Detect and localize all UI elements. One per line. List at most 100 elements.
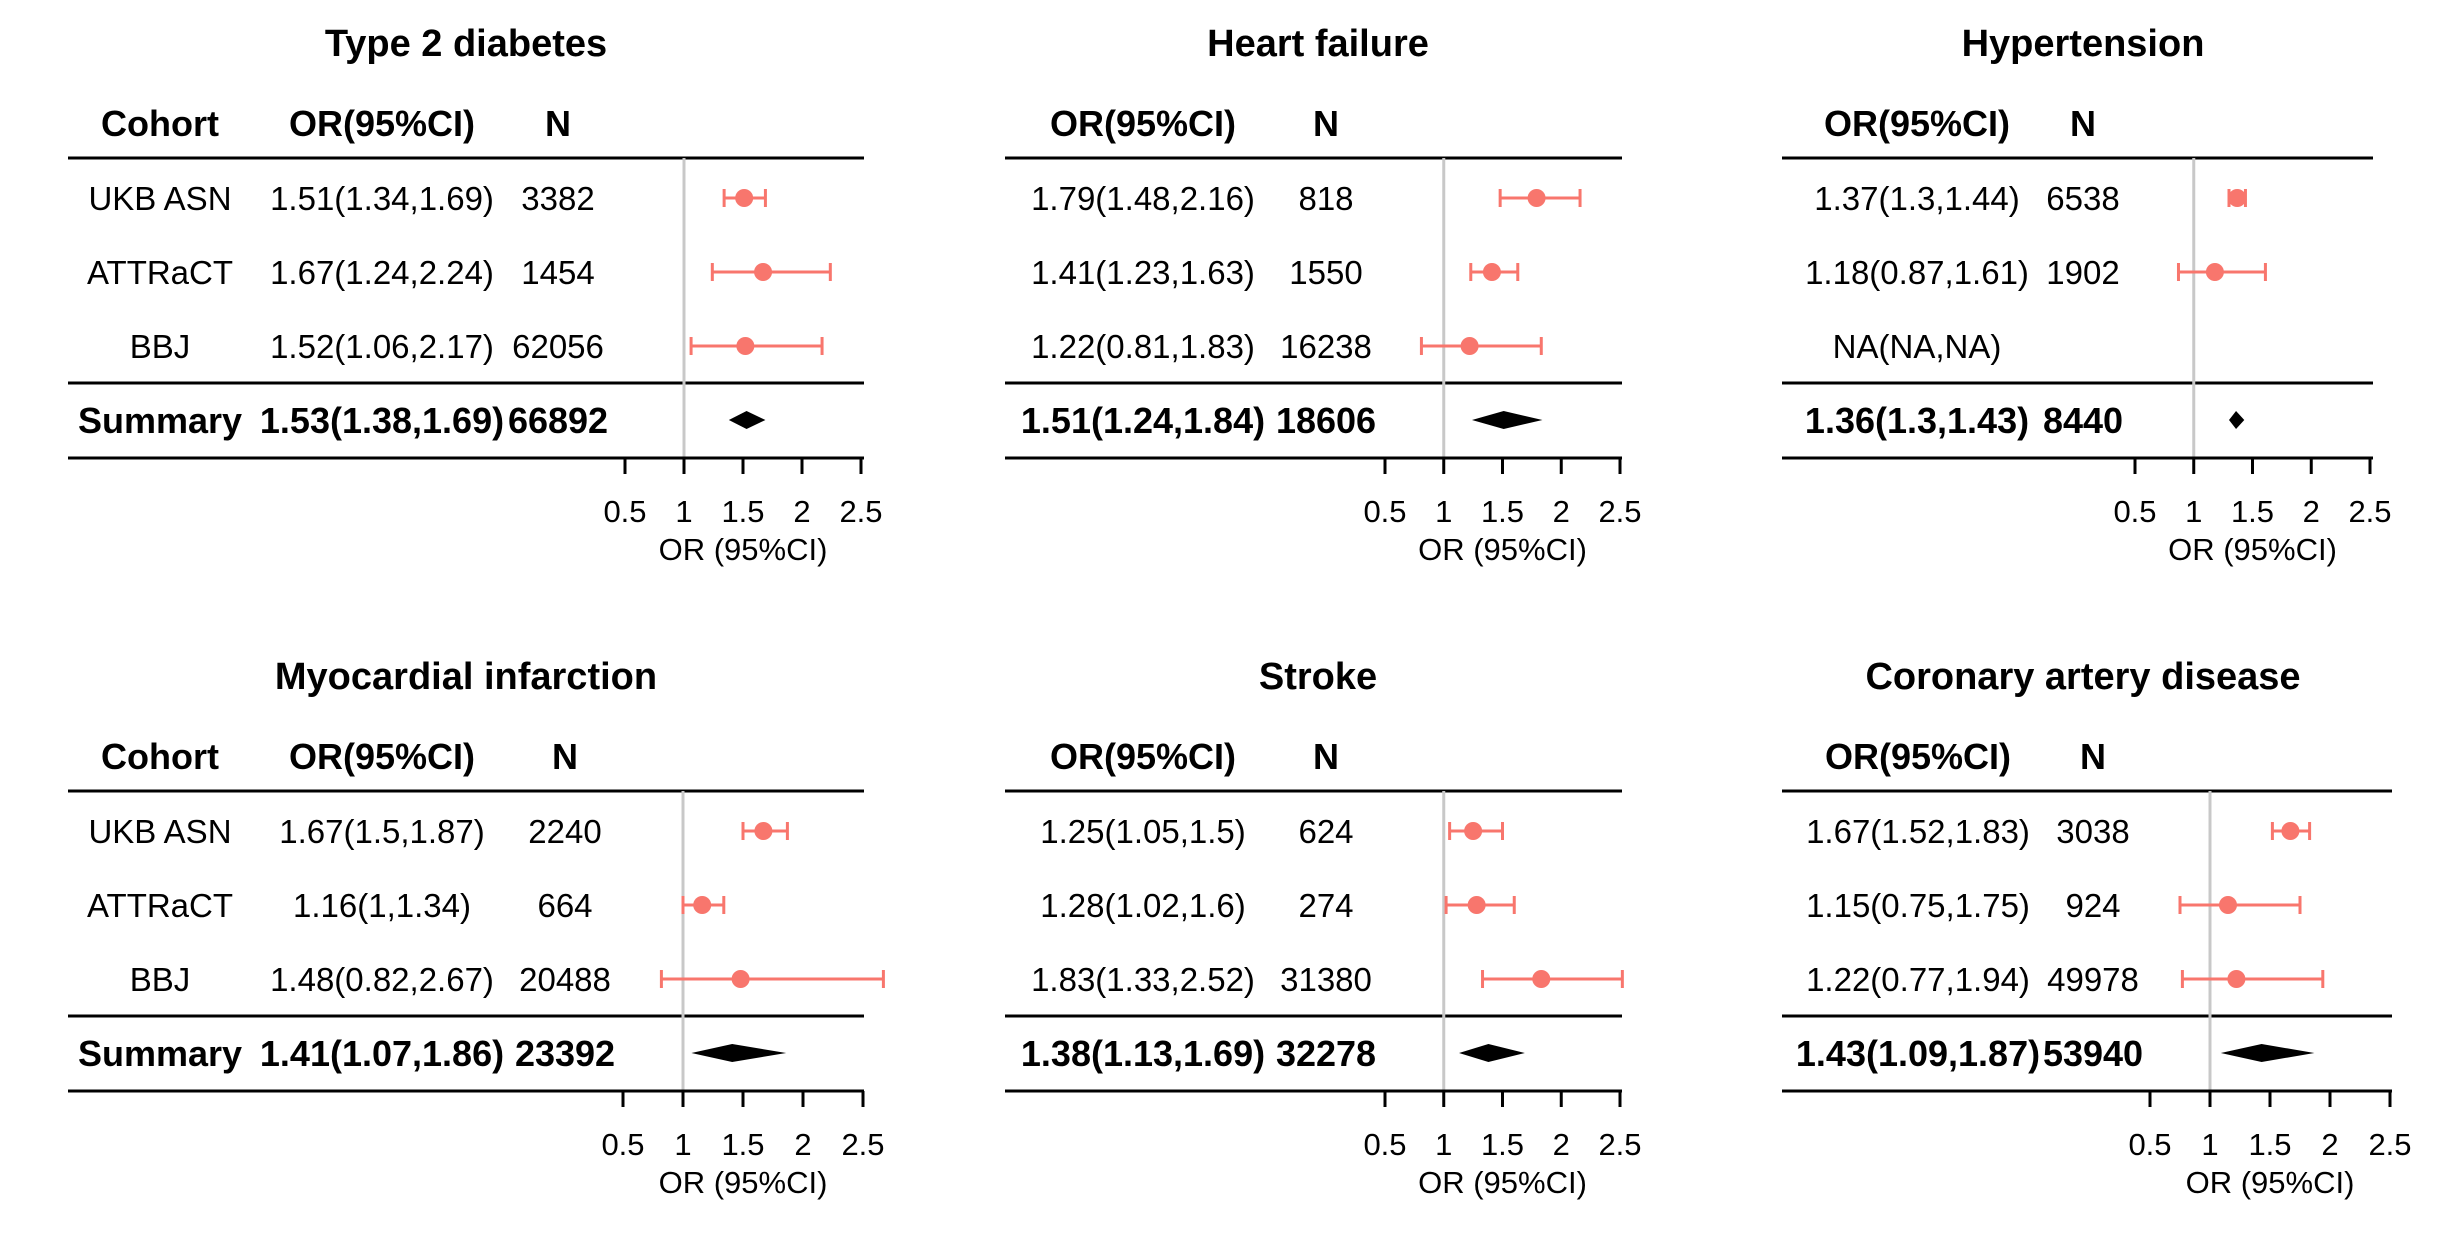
- study-row: 1.83(1.33,2.52) 31380: [1031, 961, 1624, 998]
- study-row: 1.79(1.48,2.16) 818: [1031, 180, 1582, 217]
- forest-panel: Coronary artery disease OR(95%CI) N 1.67(1.…: [1782, 656, 2412, 1200]
- point-estimate: [1464, 822, 1483, 840]
- tick-label: 2: [794, 1127, 811, 1162]
- cohort-label: BBJ: [130, 961, 191, 998]
- summary-row: 1.38(1.13,1.69) 32278: [1021, 1033, 1525, 1074]
- column-header-n: N: [552, 736, 578, 777]
- tick-label: 0.5: [1363, 494, 1406, 529]
- study-row: UKB ASN 1.67(1.5,1.87) 2240: [88, 813, 789, 850]
- panel-title: Stroke: [1259, 656, 1377, 698]
- sample-size: 31380: [1280, 961, 1372, 998]
- column-header-n: N: [1313, 103, 1339, 144]
- column-header-or: OR(95%CI): [1824, 103, 2010, 144]
- tick-label: 1: [2185, 494, 2202, 529]
- summary-diamond: [2229, 411, 2245, 429]
- tick-label: 2.5: [841, 1127, 884, 1162]
- or-ci-text: 1.67(1.52,1.83): [1806, 813, 2030, 850]
- cohort-label: BBJ: [130, 328, 191, 365]
- column-header-or: OR(95%CI): [1050, 736, 1236, 777]
- summary-sample-size: 53940: [2043, 1033, 2143, 1074]
- tick-label: 1.5: [1481, 494, 1524, 529]
- summary-label: Summary: [78, 400, 242, 441]
- or-ci-text: 1.28(1.02,1.6): [1040, 887, 1245, 924]
- study-row: 1.22(0.77,1.94) 49978: [1806, 961, 2325, 998]
- forest-panel: Type 2 diabetes Cohort OR(95%CI) N UKB ASN 1.…: [68, 23, 883, 567]
- summary-sample-size: 18606: [1276, 400, 1376, 441]
- sample-size: 16238: [1280, 328, 1372, 365]
- study-row: 1.25(1.05,1.5) 624: [1040, 813, 1504, 850]
- or-ci-text: 1.83(1.33,2.52): [1031, 961, 1255, 998]
- sample-size: 62056: [512, 328, 604, 365]
- cohort-label: UKB ASN: [88, 813, 231, 850]
- summary-or-ci-text: 1.41(1.07,1.86): [260, 1033, 504, 1074]
- point-estimate: [754, 263, 773, 281]
- tick-label: 0.5: [2128, 1127, 2171, 1162]
- x-axis-label: OR (95%CI): [659, 532, 828, 567]
- study-row: BBJ 1.52(1.06,2.17) 62056: [130, 328, 824, 365]
- or-ci-text: 1.67(1.5,1.87): [279, 813, 484, 850]
- point-estimate: [735, 189, 754, 207]
- study-row: UKB ASN 1.51(1.34,1.69) 3382: [88, 180, 767, 217]
- summary-or-ci-text: 1.43(1.09,1.87): [1796, 1033, 2040, 1074]
- x-axis: 0.5 1 1.5 2 2.5 OR (95%CI): [2113, 456, 2392, 567]
- sample-size: 624: [1298, 813, 1353, 850]
- sample-size: 2240: [528, 813, 601, 850]
- tick-label: 1: [1435, 494, 1452, 529]
- sample-size: 1454: [521, 254, 594, 291]
- tick-label: 1.5: [721, 1127, 764, 1162]
- column-header-n: N: [545, 103, 571, 144]
- or-ci-text: 1.25(1.05,1.5): [1040, 813, 1245, 850]
- sample-size: 1902: [2046, 254, 2119, 291]
- forest-panel: Myocardial infarction Cohort OR(95%CI) N UKB…: [68, 656, 885, 1200]
- point-estimate: [736, 337, 755, 355]
- point-estimate: [731, 970, 750, 988]
- tick-label: 1.5: [1481, 1127, 1524, 1162]
- sample-size: 6538: [2046, 180, 2119, 217]
- tick-label: 2: [2321, 1127, 2338, 1162]
- forest-panel: Heart failure OR(95%CI) N 1.79(1.48,2.16) 81…: [1005, 23, 1642, 567]
- summary-or-ci-text: 1.53(1.38,1.69): [260, 400, 504, 441]
- or-ci-text: 1.18(0.87,1.61): [1805, 254, 2029, 291]
- summary-label: Summary: [78, 1033, 242, 1074]
- summary-diamond: [1459, 1044, 1525, 1062]
- or-ci-text: 1.41(1.23,1.63): [1031, 254, 1255, 291]
- or-ci-text: 1.37(1.3,1.44): [1814, 180, 2019, 217]
- point-estimate: [2227, 970, 2246, 988]
- tick-label: 2: [1553, 1127, 1570, 1162]
- sample-size: 664: [537, 887, 592, 924]
- summary-diamond: [728, 411, 766, 429]
- study-row: ATTRaCT 1.16(1,1.34) 664: [87, 887, 726, 924]
- summary-or-ci-text: 1.36(1.3,1.43): [1805, 400, 2029, 441]
- or-ci-text: 1.67(1.24,2.24): [270, 254, 494, 291]
- or-ci-text: 1.15(0.75,1.75): [1806, 887, 2030, 924]
- study-row: 1.41(1.23,1.63) 1550: [1031, 254, 1520, 291]
- sample-size: 3382: [521, 180, 594, 217]
- tick-label: 1: [2201, 1127, 2218, 1162]
- summary-row: Summary 1.53(1.38,1.69) 66892: [78, 400, 766, 441]
- sample-size: 274: [1298, 887, 1353, 924]
- point-estimate: [1532, 970, 1551, 988]
- forest-panel: Hypertension OR(95%CI) N 1.37(1.3,1.44) 6538…: [1782, 23, 2392, 567]
- cohort-label: ATTRaCT: [87, 887, 233, 924]
- sample-size: 924: [2065, 887, 2120, 924]
- tick-label: 2: [2303, 494, 2320, 529]
- or-ci-text: 1.48(0.82,2.67): [270, 961, 494, 998]
- point-estimate: [2228, 189, 2247, 207]
- tick-label: 2.5: [1598, 1127, 1641, 1162]
- summary-row: 1.36(1.3,1.43) 8440: [1805, 400, 2245, 441]
- tick-label: 1.5: [721, 494, 764, 529]
- tick-label: 0.5: [1363, 1127, 1406, 1162]
- column-header-n: N: [1313, 736, 1339, 777]
- x-axis-label: OR (95%CI): [659, 1165, 828, 1200]
- forest-panel: Stroke OR(95%CI) N 1.25(1.05,1.5) 624 1.28(1.…: [1005, 656, 1642, 1200]
- column-header-or: OR(95%CI): [289, 736, 475, 777]
- study-row: 1.37(1.3,1.44) 6538: [1814, 180, 2247, 217]
- tick-label: 2.5: [839, 494, 882, 529]
- point-estimate: [2281, 822, 2300, 840]
- sample-size: 1550: [1289, 254, 1362, 291]
- point-estimate: [1460, 337, 1479, 355]
- sample-size: 49978: [2047, 961, 2139, 998]
- summary-diamond: [1471, 411, 1543, 429]
- tick-label: 0.5: [2113, 494, 2156, 529]
